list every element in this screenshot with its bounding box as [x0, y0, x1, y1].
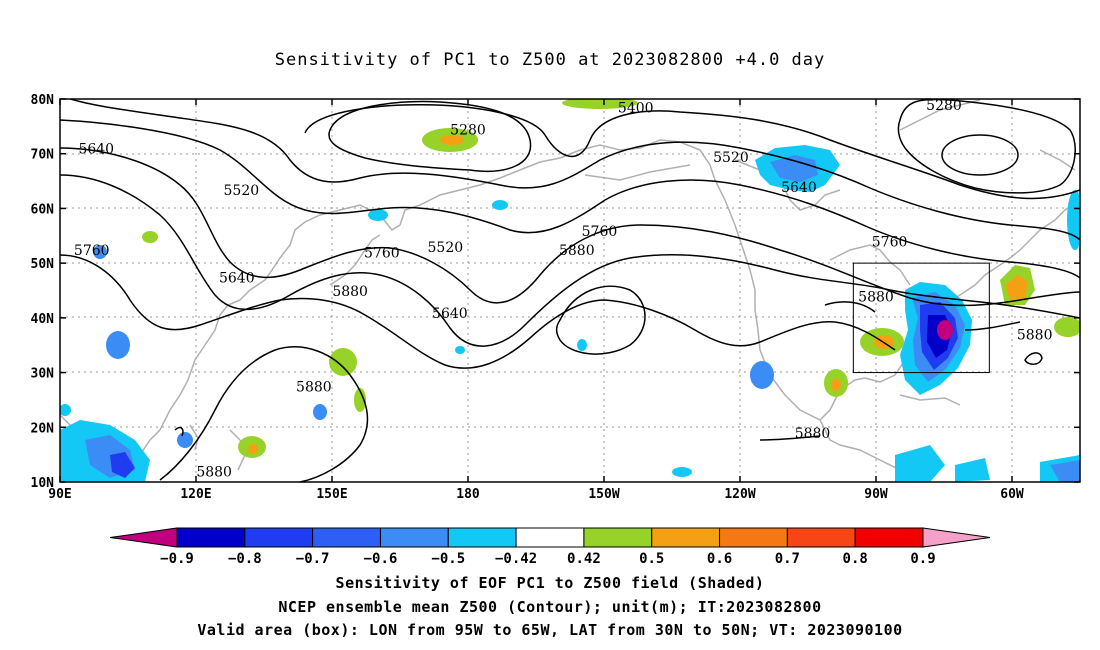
colorbar-label: −0.7	[296, 551, 330, 567]
lat-tick-label: 50N	[31, 257, 55, 272]
lat-tick-label: 40N	[31, 312, 55, 327]
footer-line-3: Valid area (box): LON from 95W to 65W, L…	[197, 621, 903, 639]
lon-tick-label: 150E	[316, 487, 347, 502]
lon-tick-label: 90W	[864, 487, 888, 502]
lat-tick-label: 80N	[31, 93, 55, 108]
colorbar-swatch	[854, 527, 924, 548]
longitude-axis: 90E 120E 150E 180 150W 120W 90W 60W	[48, 99, 1024, 502]
latitude-axis: 80N 70N 60N 50N 40N 30N 20N 10N	[31, 93, 1080, 491]
colorbar-swatch	[176, 527, 246, 548]
contour-label: 5760	[582, 224, 618, 240]
contour-label: 5880	[196, 465, 232, 481]
colorbar-label: −0.9	[160, 551, 194, 567]
lat-tick-label: 70N	[31, 148, 55, 163]
contour-label: 5400	[618, 101, 654, 117]
colorbar-label: −0.6	[364, 551, 398, 567]
contour-label: 5640	[432, 306, 468, 322]
contour-label: 5640	[219, 270, 255, 286]
contour-label: 5880	[332, 284, 368, 300]
contour-label: 5280	[926, 98, 962, 114]
lat-tick-label: 10N	[31, 476, 55, 491]
lon-tick-label: 60W	[1000, 487, 1024, 502]
colorbar-label: 0.9	[910, 551, 935, 567]
map-frame	[59, 98, 1081, 483]
map-title: Sensitivity of PC1 to Z500 at 2023082800…	[274, 50, 826, 70]
colorbar-swatch	[379, 527, 449, 548]
sensitivity-shading	[60, 99, 1080, 482]
lat-tick-label: 20N	[31, 421, 55, 436]
colorbar-swatch	[651, 527, 721, 548]
colorbar-label: −0.8	[228, 551, 262, 567]
contour-label: 5880	[858, 289, 894, 305]
contour-labels: 5280 5400 5280 5640 5520 5520 5640 5760 5760 5520…	[74, 98, 1053, 481]
contour-label: 5880	[296, 380, 332, 396]
contour-label: 5760	[364, 246, 400, 262]
contour-label: 5640	[781, 180, 817, 196]
colorbar-high-extension	[922, 527, 991, 548]
contour-label: 5640	[78, 142, 114, 158]
colorbar-swatch	[719, 527, 788, 548]
colorbar-label: 0.42	[567, 551, 601, 567]
lon-tick-label: 120W	[724, 487, 755, 502]
contour-label: 5880	[559, 243, 595, 259]
valid-area-box	[852, 262, 990, 374]
colorbar-label: 0.6	[707, 551, 732, 567]
colorbar-low-extension	[109, 527, 178, 548]
colorbar-label: 0.7	[775, 551, 800, 567]
contour-label: 5520	[428, 240, 464, 256]
colorbar-label: −0.5	[431, 551, 465, 567]
lon-tick-label: 120E	[180, 487, 211, 502]
z500-contours	[60, 99, 1080, 482]
lon-tick-label: 150W	[588, 487, 619, 502]
colorbar-swatch	[515, 527, 585, 548]
colorbar-swatch	[244, 527, 314, 548]
contour-label: 5760	[74, 243, 110, 259]
footer-line-1: Sensitivity of EOF PC1 to Z500 field (Sh…	[335, 574, 765, 592]
colorbar: −0.9 −0.8 −0.7 −0.6 −0.5 −0.42 0.42 0.5 0.6 0.7 0.…	[109, 527, 991, 567]
lat-tick-label: 30N	[31, 367, 55, 382]
contour-label: 5880	[795, 426, 831, 442]
footer-line-2: NCEP ensemble mean Z500 (Contour); unit(…	[278, 598, 822, 616]
contour-label: 5520	[713, 150, 749, 166]
colorbar-swatch	[583, 527, 653, 548]
colorbar-swatch	[312, 527, 381, 548]
colorbar-swatch	[447, 527, 517, 548]
contour-label: 5760	[872, 235, 908, 251]
contour-label: 5520	[224, 183, 260, 199]
graticule	[60, 99, 1080, 482]
colorbar-label: 0.8	[843, 551, 868, 567]
colorbar-label: 0.5	[639, 551, 664, 567]
lon-tick-label: 180	[456, 487, 480, 502]
colorbar-label: −0.42	[495, 551, 537, 567]
lon-tick-label: 90E	[48, 487, 71, 502]
lat-tick-label: 60N	[31, 202, 55, 217]
colorbar-swatch	[786, 527, 856, 548]
contour-label: 5880	[1017, 328, 1053, 344]
contour-label: 5280	[450, 123, 486, 139]
